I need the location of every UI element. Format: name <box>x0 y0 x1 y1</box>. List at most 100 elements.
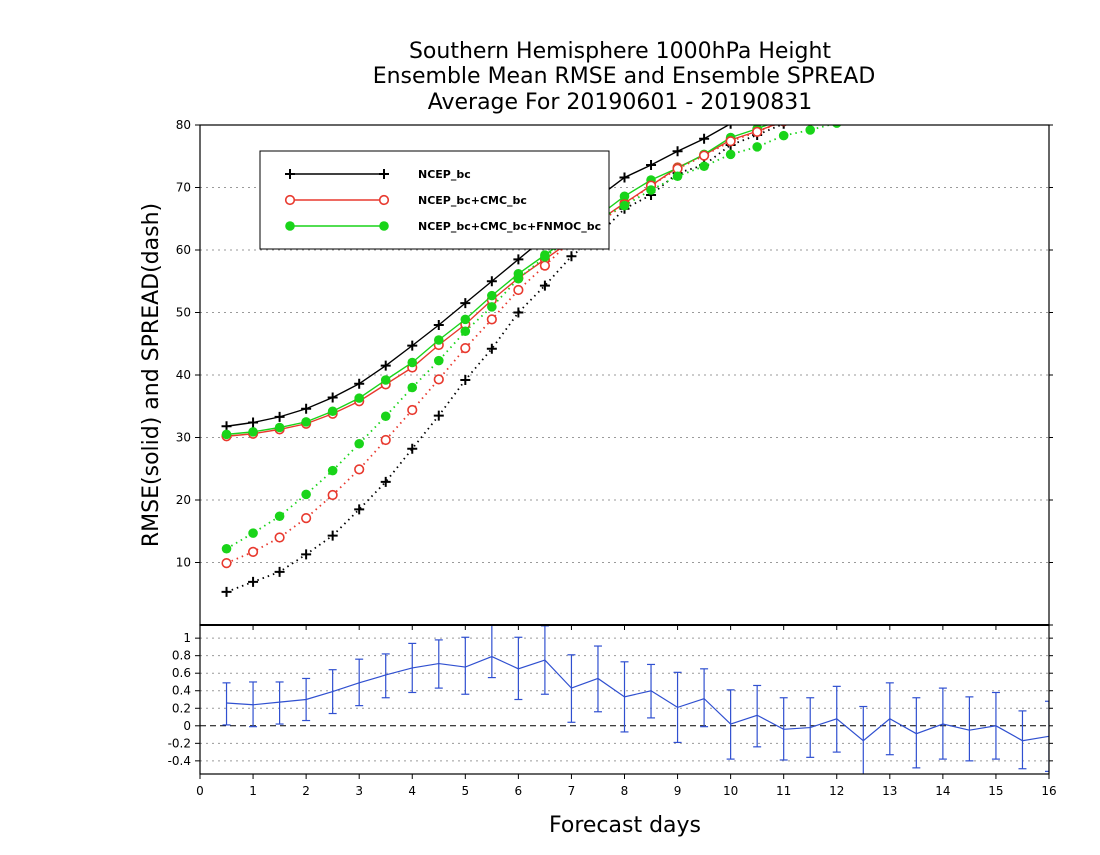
series-point <box>248 427 258 437</box>
series-point <box>327 392 338 403</box>
series-point <box>778 130 789 141</box>
series-point <box>274 532 285 543</box>
x-tick-label: 2 <box>302 784 310 798</box>
series-point <box>248 528 258 538</box>
x-tick-label: 5 <box>461 784 469 798</box>
y-tick-label: 30 <box>176 431 191 445</box>
series-point <box>885 78 895 88</box>
series-line <box>226 125 730 427</box>
legend-marker <box>379 169 389 179</box>
series-point <box>1045 31 1054 40</box>
series-point <box>380 476 391 487</box>
series-point <box>407 404 418 416</box>
series-point <box>780 125 788 127</box>
x-tick-label: 0 <box>196 784 204 798</box>
series-point <box>487 290 497 301</box>
x-tick-label: 16 <box>1041 784 1056 798</box>
series-spread-5 <box>221 54 1054 554</box>
series-point <box>513 254 524 265</box>
series-point <box>991 45 1001 55</box>
series-point <box>1045 34 1054 43</box>
y-axis-title: RMSE(solid) and SPREAD(dash) <box>139 203 164 547</box>
series-point <box>991 45 1001 55</box>
series-point <box>301 489 311 500</box>
series-point <box>885 100 895 110</box>
series-point <box>540 252 550 262</box>
series-spread-4 <box>221 31 1054 569</box>
series-point <box>699 133 710 144</box>
series-point <box>1044 31 1054 41</box>
x-tick-label: 14 <box>935 784 950 798</box>
series-point <box>1044 54 1054 64</box>
series-point <box>274 422 285 433</box>
series-point <box>991 26 1001 36</box>
diff-y-tick-label: -0.2 <box>168 736 191 750</box>
series-point <box>965 55 974 64</box>
series-point <box>380 360 391 371</box>
series-point <box>354 393 364 403</box>
series-point <box>992 45 1001 54</box>
series-point <box>248 576 259 587</box>
x-tick-label: 10 <box>723 784 738 798</box>
series-point <box>912 91 922 101</box>
chart-title: Southern Hemisphere 1000hPa Height Ensem… <box>373 39 876 115</box>
series-point <box>513 284 524 296</box>
series-point <box>752 142 762 152</box>
series-point <box>1018 38 1028 48</box>
series-point <box>248 417 259 428</box>
x-tick-label: 7 <box>568 784 576 798</box>
series-point <box>885 76 895 86</box>
series-point <box>672 146 683 157</box>
y-tick-label: 10 <box>176 556 191 570</box>
series-point <box>965 53 975 63</box>
series-point <box>301 403 312 414</box>
x-axis-title: Forecast days <box>549 813 701 838</box>
y-tick-label: 60 <box>176 243 191 257</box>
series-point <box>698 150 710 161</box>
title-line-2: Ensemble Mean RMSE and Ensemble SPREAD <box>373 64 876 89</box>
series-point <box>965 53 974 62</box>
series-point <box>486 276 497 287</box>
series-point <box>885 58 895 68</box>
series-point <box>725 149 736 160</box>
series-point <box>274 511 285 522</box>
series-point <box>965 75 975 85</box>
series-point <box>301 549 312 560</box>
series-point <box>832 98 841 107</box>
legend-marker <box>379 221 389 231</box>
series-point <box>672 171 683 182</box>
series-point <box>380 375 391 385</box>
diff-y-tick-label: 0.6 <box>172 666 191 680</box>
series-point <box>221 586 232 597</box>
series-point <box>487 302 497 312</box>
x-tick-label: 1 <box>249 784 257 798</box>
legend-marker <box>285 169 295 179</box>
series-point <box>964 53 974 63</box>
legend-label: NCEP_bc+CMC_bc <box>418 194 527 207</box>
series-point <box>938 41 948 51</box>
series-point <box>859 88 868 97</box>
series-point <box>327 530 338 541</box>
series-point <box>912 71 921 80</box>
diff-series <box>222 625 1049 774</box>
series-point <box>486 343 497 354</box>
series-point <box>433 320 444 330</box>
series-point <box>939 61 948 70</box>
series-point <box>832 95 842 105</box>
series-point <box>832 98 842 108</box>
series-point <box>912 68 922 78</box>
series-point <box>460 298 471 309</box>
y-tick-label: 20 <box>176 493 191 507</box>
series-line <box>226 125 777 564</box>
x-tick-label: 15 <box>988 784 1003 798</box>
series-point <box>619 191 630 202</box>
series-point <box>858 88 868 98</box>
series-point <box>274 566 285 577</box>
series-point <box>1017 19 1027 29</box>
series-point <box>433 374 444 385</box>
series-point <box>832 125 842 128</box>
series-line <box>226 125 834 550</box>
y-tick-label: 40 <box>176 368 191 382</box>
difference-panel: -0.4 -0.2 0 0.2 0.4 0.6 0.8 1 <box>168 624 1053 775</box>
